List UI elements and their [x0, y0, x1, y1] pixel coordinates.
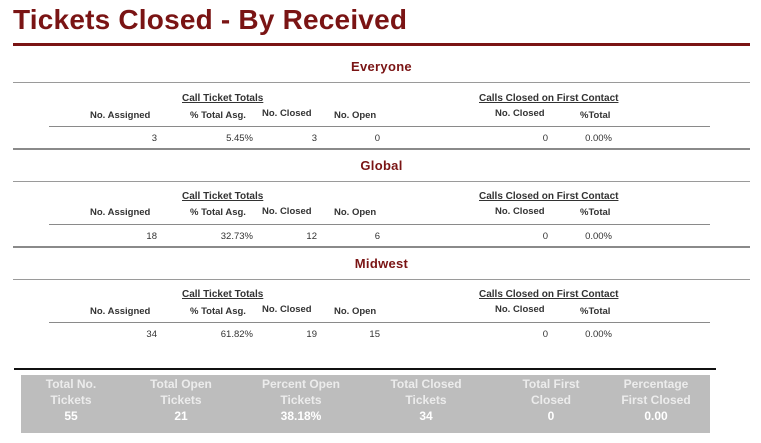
value-fc-pct-total: 0.00% — [585, 133, 612, 144]
totals-divider — [14, 368, 716, 370]
section-everyone: Everyone Call Ticket Totals Calls Closed… — [13, 59, 750, 157]
col-header-no-assigned: No. Assigned — [90, 110, 151, 121]
col-header-no-open: No. Open — [334, 306, 377, 317]
col-header-no-closed: No. Closed — [262, 108, 312, 119]
col-header-pct-total-asg: % Total Asg. — [190, 110, 246, 121]
value-no-open: 6 — [374, 231, 380, 242]
total-open-tickets: Total Open Tickets 21 — [131, 376, 231, 424]
divider — [49, 126, 710, 127]
value-no-open: 15 — [369, 329, 380, 340]
total-label-line1: Percent Open — [261, 377, 341, 391]
total-label-line2: Tickets — [50, 393, 92, 407]
value-no-open: 0 — [374, 133, 380, 144]
total-value: 38.18% — [280, 409, 322, 423]
value-fc-no-closed: 0 — [542, 231, 548, 242]
value-no-assigned: 18 — [146, 231, 157, 242]
total-closed-tickets: Total Closed Tickets 34 — [376, 376, 476, 424]
group-header-call-ticket-totals: Call Ticket Totals — [182, 93, 264, 104]
percent-open-tickets: Percent Open Tickets 38.18% — [246, 376, 356, 424]
total-label-line1: Total No. — [45, 377, 97, 391]
total-label-line2: Tickets — [405, 393, 447, 407]
value-fc-no-closed: 0 — [542, 329, 548, 340]
group-header-first-contact: Calls Closed on First Contact — [479, 93, 619, 104]
group-header-call-ticket-totals: Call Ticket Totals — [182, 289, 264, 300]
col-header-no-assigned: No. Assigned — [90, 207, 151, 218]
col-header-fc-pct-total: %Total — [580, 110, 611, 121]
divider — [49, 224, 710, 225]
col-header-fc-pct-total: %Total — [580, 207, 611, 218]
group-header-call-ticket-totals: Call Ticket Totals — [182, 191, 264, 202]
divider — [13, 181, 750, 182]
value-pct-total-asg: 5.45% — [226, 133, 253, 144]
total-value: 55 — [64, 409, 78, 423]
section-name: Midwest — [354, 256, 409, 271]
value-fc-pct-total: 0.00% — [585, 329, 612, 340]
totals-summary: Total No. Tickets 55 Total Open Tickets … — [21, 375, 710, 433]
col-header-no-open: No. Open — [334, 207, 377, 218]
value-pct-total-asg: 32.73% — [220, 231, 253, 242]
total-label-line2: Tickets — [280, 393, 322, 407]
total-no-tickets: Total No. Tickets 55 — [21, 376, 121, 424]
col-header-fc-no-closed: No. Closed — [495, 304, 545, 315]
total-label-line2: Closed — [530, 393, 571, 407]
group-header-first-contact: Calls Closed on First Contact — [479, 191, 619, 202]
total-value: 21 — [174, 409, 188, 423]
value-no-closed: 19 — [306, 329, 317, 340]
col-header-fc-no-closed: No. Closed — [495, 108, 545, 119]
total-label-line2: First Closed — [621, 393, 691, 407]
divider — [13, 279, 750, 280]
total-label-line1: Percentage — [623, 377, 689, 391]
total-value: 34 — [419, 409, 433, 423]
section-name: Everyone — [351, 59, 412, 74]
section-name: Global — [360, 158, 403, 173]
divider — [49, 322, 710, 323]
col-header-no-assigned: No. Assigned — [90, 306, 151, 317]
percentage-first-closed: Percentage First Closed 0.00 — [606, 376, 706, 424]
divider — [13, 148, 750, 150]
section-global: Global Call Ticket Totals Calls Closed o… — [13, 158, 750, 256]
value-no-assigned: 3 — [151, 133, 157, 144]
title-underline — [13, 43, 750, 46]
total-label-line1: Total Open — [150, 377, 212, 391]
divider — [13, 246, 750, 248]
value-no-closed: 12 — [306, 231, 317, 242]
value-pct-total-asg: 61.82% — [220, 329, 253, 340]
value-no-closed: 3 — [311, 133, 317, 144]
col-header-fc-pct-total: %Total — [580, 306, 611, 317]
total-label-line2: Tickets — [160, 393, 202, 407]
col-header-pct-total-asg: % Total Asg. — [190, 207, 246, 218]
value-fc-no-closed: 0 — [542, 133, 548, 144]
total-value: 0 — [547, 409, 555, 423]
total-value: 0.00 — [644, 409, 668, 423]
value-fc-pct-total: 0.00% — [585, 231, 612, 242]
col-header-fc-no-closed: No. Closed — [495, 206, 545, 217]
value-no-assigned: 34 — [146, 329, 157, 340]
group-header-first-contact: Calls Closed on First Contact — [479, 289, 619, 300]
total-label-line1: Total First — [522, 377, 580, 391]
report-title: Tickets Closed - By Received — [13, 4, 408, 35]
total-label-line1: Total Closed — [390, 377, 462, 391]
col-header-no-closed: No. Closed — [262, 304, 312, 315]
section-midwest: Midwest Call Ticket Totals Calls Closed … — [13, 256, 750, 354]
total-first-closed: Total First Closed 0 — [501, 376, 601, 424]
divider — [13, 82, 750, 83]
col-header-pct-total-asg: % Total Asg. — [190, 306, 246, 317]
col-header-no-open: No. Open — [334, 110, 377, 121]
col-header-no-closed: No. Closed — [262, 206, 312, 217]
